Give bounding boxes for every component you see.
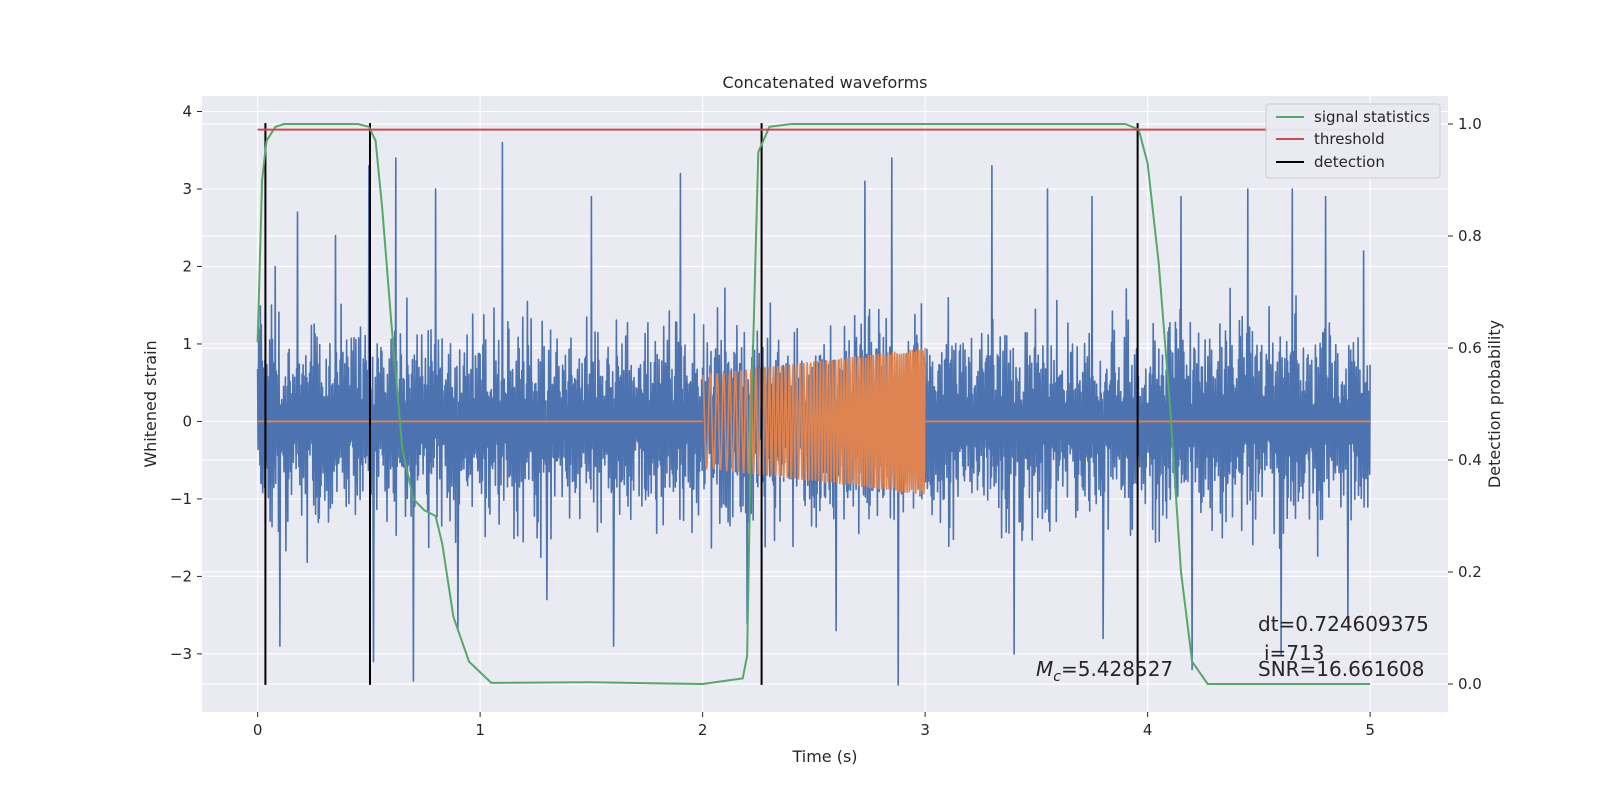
x-tick-label: 0 xyxy=(253,721,263,739)
y-right-tick-label: 1.0 xyxy=(1458,115,1482,133)
x-tick-label: 1 xyxy=(475,721,485,739)
annotation-mc-value: =5.428527 xyxy=(1061,657,1173,681)
annotation-snr: SNR=16.661608 xyxy=(1258,657,1424,681)
legend-box xyxy=(1265,103,1441,179)
x-tick-label: 2 xyxy=(698,721,708,739)
y-tick-label: 0 xyxy=(182,412,192,430)
legend-label-detection: detection xyxy=(1314,153,1385,171)
y-right-tick-label: 0.8 xyxy=(1458,227,1482,245)
template-chirp xyxy=(701,347,926,495)
annotation-mc-symbol: M xyxy=(1036,657,1053,681)
y-right-tick-label: 0.4 xyxy=(1458,451,1482,469)
y-right-tick-label: 0.2 xyxy=(1458,563,1482,581)
statistics-line xyxy=(256,123,1371,685)
template-series xyxy=(257,347,1371,495)
x-tick-label: 5 xyxy=(1365,721,1375,739)
y-tick-label: 4 xyxy=(182,102,192,120)
detection-lines xyxy=(264,123,1139,685)
y-tick-label: 3 xyxy=(182,180,192,198)
axes: 0 1 2 3 4 5 −3 −2 −1 0 1 2 3 4 0.0 0.2 0.4 0.6 0.8 1.0 xyxy=(170,102,1482,739)
annotation-dt: dt=0.724609375 xyxy=(1258,612,1429,636)
y-axis-label: Whitened strain xyxy=(141,340,160,467)
y-right-tick-label: 0.6 xyxy=(1458,339,1482,357)
legend-label-threshold: threshold xyxy=(1314,130,1385,148)
x-tick-label: 3 xyxy=(920,721,930,739)
y-tick-label: −3 xyxy=(170,645,192,663)
statistics-series xyxy=(256,123,1371,685)
y-axis-right-label: Detection probability xyxy=(1485,320,1504,488)
annotation-mc-sub: c xyxy=(1053,669,1061,685)
y-tick-label: 1 xyxy=(182,335,192,353)
annotation-i: i=713 xyxy=(1264,641,1325,665)
chart-title: Concatenated waveforms xyxy=(723,73,928,92)
annotation-mc: Mc=5.428527 xyxy=(1036,657,1173,685)
x-axis-label: Time (s) xyxy=(791,747,857,766)
y-right-tick-label: 0.0 xyxy=(1458,675,1482,693)
legend-label-statistics: signal statistics xyxy=(1314,108,1430,126)
y-tick-label: −1 xyxy=(170,490,192,508)
y-tick-label: 2 xyxy=(182,257,192,275)
x-tick-label: 4 xyxy=(1143,721,1153,739)
legend: signal statistics threshold detection xyxy=(1265,103,1441,179)
y-tick-label: −2 xyxy=(170,567,192,585)
